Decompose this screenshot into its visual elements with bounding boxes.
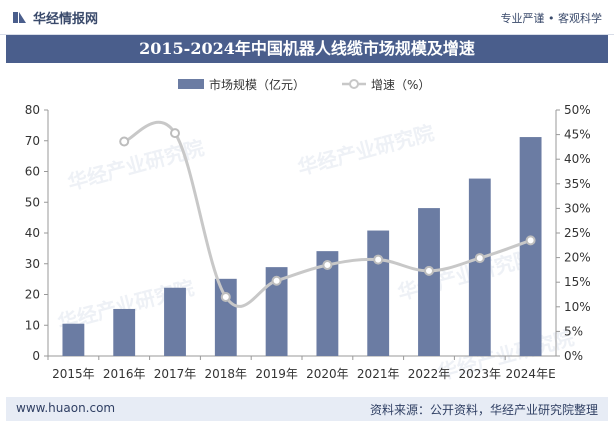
logo-icon (13, 12, 26, 23)
growth-point-2019年 (271, 275, 282, 286)
y-right-tick-label: 20% (564, 251, 591, 265)
bar-2020年 (316, 251, 339, 356)
growth-point-2016年 (119, 136, 130, 147)
growth-point-2020年 (322, 259, 333, 270)
line-series (119, 120, 536, 308)
growth-point-2024年E (525, 235, 536, 246)
bar-series (62, 137, 542, 356)
bar-2023年 (468, 178, 491, 356)
legend-line-label: 增速（%） (371, 78, 430, 92)
y-left-tick-label: 80 (25, 103, 40, 117)
brand-name: 华经情报网 (33, 12, 99, 27)
x-tick-label: 2021年 (357, 367, 400, 381)
bar-2024年E (519, 137, 542, 356)
source-note: 资料来源：公开资料，华经产业研究院整理 (369, 403, 598, 417)
bar-2019年 (265, 267, 288, 356)
website-link[interactable]: www.huaon.com (16, 401, 116, 415)
slogan: 专业严谨 • 客观科学 (500, 12, 602, 25)
bar-2016年 (113, 308, 136, 356)
growth-point-2021年 (373, 254, 384, 265)
y-right-tick-label: 0% (564, 349, 583, 363)
x-tick-label: 2015年 (52, 367, 95, 381)
y-right-tick-label: 10% (564, 300, 591, 314)
bar-2021年 (367, 230, 390, 356)
y-right-tick-label: 40% (564, 152, 591, 166)
growth-point-2018年 (220, 291, 231, 302)
y-right-tick-label: 50% (564, 103, 591, 117)
y-right-tick-label: 15% (564, 275, 591, 289)
y-left-tick-label: 20 (25, 288, 40, 302)
y-right-tick-label: 45% (564, 128, 591, 142)
legend: 市场规模（亿元） 增速（%） (178, 77, 430, 92)
y-left-tick-label: 30 (25, 257, 40, 271)
y-left-tick-label: 10 (25, 318, 40, 332)
bar-2015年 (62, 323, 85, 356)
y-left-tick-label: 40 (25, 226, 40, 240)
y-left-tick-label: 0 (32, 349, 40, 363)
x-tick-label: 2023年 (459, 367, 502, 381)
watermark-text: 华经产业研究院 (295, 120, 436, 179)
x-tick-label: 2016年 (103, 367, 146, 381)
x-tick-label: 2020年 (306, 367, 349, 381)
bar-2018年 (214, 278, 237, 356)
legend-line-marker (349, 79, 359, 89)
y-right-tick-label: 5% (564, 324, 583, 338)
x-tick-label: 2019年 (255, 367, 298, 381)
x-tick-label: 2022年 (408, 367, 451, 381)
y-right-tick-label: 30% (564, 201, 591, 215)
y-left-tick-label: 60 (25, 165, 40, 179)
y-left-tick-label: 50 (25, 195, 40, 209)
x-tick-label: 2017年 (154, 367, 197, 381)
title-bar: 2015-2024年中国机器人线缆市场规模及增速 (6, 35, 608, 63)
chart-title: 2015-2024年中国机器人线缆市场规模及增速 (139, 39, 475, 58)
bar-2017年 (164, 287, 186, 356)
header-bar: 华经情报网 专业严谨 • 客观科学 (0, 0, 614, 35)
y-axis-left: 0 10 20 30 40 50 60 70 80 (25, 103, 49, 363)
y-left-tick-label: 70 (25, 134, 40, 148)
bar-2022年 (418, 208, 440, 356)
legend-bar-swatch (178, 79, 204, 89)
y-axis-right: 0% 5% 10% 15% 20% 25% 30% 35% 40% 45% 50% (555, 103, 591, 363)
growth-point-2023年 (474, 253, 485, 264)
growth-point-2017年 (170, 128, 180, 139)
footer-bar: www.huaon.com 资料来源：公开资料，华经产业研究院整理 (6, 397, 608, 421)
watermark-text: 华经产业研究院 (65, 135, 206, 194)
y-right-tick-label: 35% (564, 177, 591, 191)
y-right-tick-label: 25% (564, 226, 591, 240)
x-axis: 2015年 2016年 2017年 2018年 2019年 2020年 2021年 2022年… (47, 355, 556, 381)
x-tick-label: 2024年E (506, 367, 556, 381)
growth-line (123, 120, 532, 308)
legend-bar-label: 市场规模（亿元） (209, 77, 305, 92)
watermark-text: 华经产业研究院 (395, 245, 536, 304)
x-tick-label: 2018年 (205, 367, 248, 381)
growth-point-2022年 (424, 265, 434, 276)
